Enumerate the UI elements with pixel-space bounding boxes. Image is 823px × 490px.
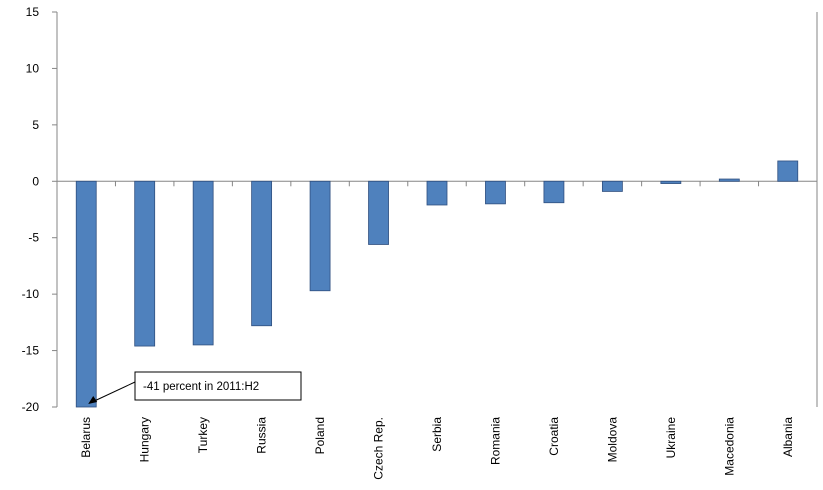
x-tick-label: Poland (313, 417, 327, 454)
y-tick-label: 0 (32, 174, 39, 188)
bar (718, 178, 740, 182)
y-tick-label: 5 (32, 118, 39, 132)
x-tick-label: Albania (781, 417, 795, 457)
bar (134, 180, 156, 347)
bar (75, 180, 97, 408)
y-tick-label: -10 (22, 287, 40, 301)
annotation-arrowhead (88, 396, 98, 404)
annotation-arrow (92, 381, 136, 403)
x-tick-label: Belarus (79, 417, 93, 458)
bar (777, 160, 799, 182)
x-tick-label: Czech Rep. (372, 417, 386, 480)
x-tick-label: Turkey (196, 417, 210, 453)
x-axis: Belarus Hungary Turkey Russia Poland Czech Re… (56, 181, 818, 480)
annotation: -41 percent in 2011:H2 (88, 371, 302, 404)
y-tick-label: -5 (28, 231, 39, 245)
bar (543, 180, 565, 204)
y-tick-label: 15 (26, 5, 40, 19)
x-tick-label: Serbia (430, 417, 444, 452)
x-tick-label: Romania (488, 417, 502, 465)
bar (251, 180, 273, 327)
annotation-text: -41 percent in 2011:H2 (143, 381, 259, 393)
y-tick-label: -15 (22, 344, 40, 358)
x-tick-label: Russia (255, 417, 269, 454)
y-tick-label: -20 (22, 400, 40, 414)
x-tick-label: Moldova (605, 417, 619, 463)
x-tick-label: Hungary (138, 417, 152, 462)
bar (426, 180, 448, 206)
bar (660, 180, 682, 184)
bar (601, 180, 623, 192)
bar (192, 180, 214, 346)
x-tick-label: Macedonia (722, 417, 736, 476)
x-tick-label: Ukraine (664, 417, 678, 459)
bar (309, 180, 331, 292)
y-axis: 15 10 5 0 -5 -10 -15 -20 (22, 5, 57, 414)
annotation-box (134, 371, 302, 401)
bar (485, 180, 506, 205)
y-tick-label: 10 (26, 61, 40, 75)
bar (368, 180, 389, 245)
x-tick-label: Croatia (547, 417, 561, 456)
bars (75, 160, 799, 408)
plot-area (56, 12, 818, 407)
